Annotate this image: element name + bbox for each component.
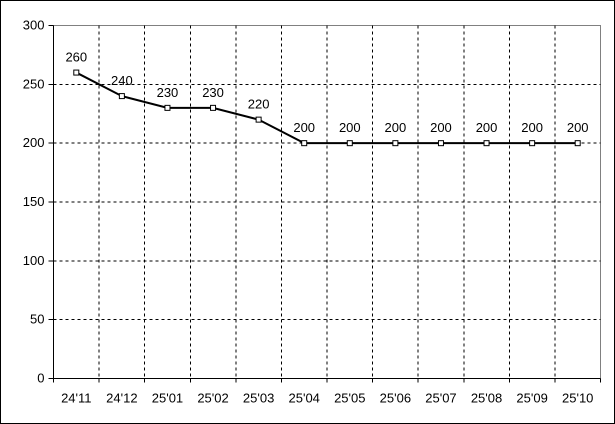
x-axis-tick-label: 25'01 — [152, 391, 183, 406]
data-point-marker — [164, 104, 171, 111]
y-axis-tick-label: 100 — [23, 253, 45, 268]
data-point-marker — [73, 69, 80, 76]
y-axis-tick-label: 0 — [37, 371, 44, 386]
data-label: 260 — [65, 50, 87, 65]
y-axis-tick-label: 250 — [23, 76, 45, 91]
data-label: 200 — [385, 120, 407, 135]
y-axis-tick-label: 50 — [30, 312, 44, 327]
y-axis-tick-label: 150 — [23, 194, 45, 209]
x-axis-tick-label: 25'02 — [197, 391, 228, 406]
data-point-marker — [346, 140, 353, 147]
data-label: 200 — [567, 120, 589, 135]
x-axis-tick-label: 24'12 — [106, 391, 137, 406]
x-axis-tick-label: 25'08 — [471, 391, 502, 406]
data-point-marker — [437, 140, 444, 147]
data-label: 200 — [430, 120, 452, 135]
data-label: 220 — [248, 97, 270, 112]
y-axis-tick-label: 300 — [23, 18, 45, 33]
x-axis-tick-label: 25'05 — [334, 391, 365, 406]
data-point-marker — [255, 116, 262, 123]
x-axis-tick-label: 25'10 — [562, 391, 593, 406]
data-point-marker — [301, 140, 308, 147]
x-axis-tick-label: 25'04 — [289, 391, 320, 406]
data-label: 230 — [202, 85, 224, 100]
data-label: 200 — [521, 120, 543, 135]
data-label: 200 — [293, 120, 315, 135]
data-point-marker — [529, 140, 536, 147]
x-axis-tick-label: 25'03 — [243, 391, 274, 406]
data-label: 200 — [339, 120, 361, 135]
y-axis-tick-label: 200 — [23, 135, 45, 150]
x-axis-tick-label: 25'09 — [516, 391, 547, 406]
data-label: 230 — [157, 85, 179, 100]
x-axis-tick-label: 24'11 — [61, 391, 91, 406]
data-label: 240 — [111, 73, 133, 88]
data-point-marker — [392, 140, 399, 147]
data-point-marker — [210, 104, 217, 111]
x-axis-tick-label: 25'06 — [380, 391, 411, 406]
data-line — [75, 71, 578, 145]
data-label: 200 — [476, 120, 498, 135]
data-point-marker — [574, 140, 581, 147]
data-point-marker — [118, 93, 125, 100]
x-axis-tick-label: 25'07 — [425, 391, 456, 406]
data-point-marker — [483, 140, 490, 147]
